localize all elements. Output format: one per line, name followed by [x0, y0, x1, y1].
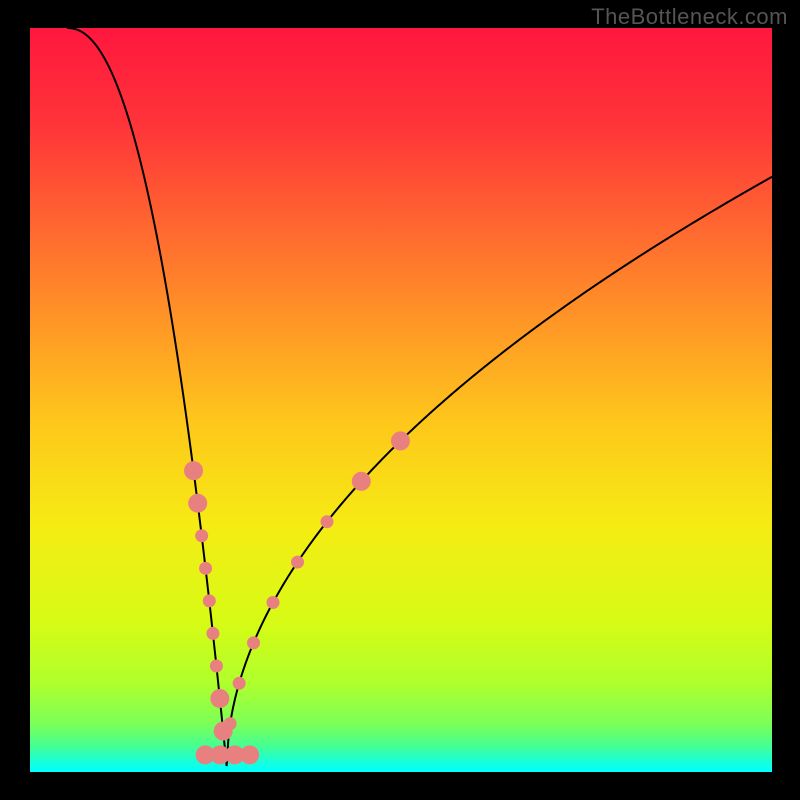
curve-marker [210, 689, 229, 708]
curve-marker [184, 461, 203, 480]
curve-marker [224, 717, 237, 730]
chart-root: TheBottleneck.com [0, 0, 800, 800]
curve-marker [199, 562, 212, 575]
curve-marker [291, 556, 304, 569]
curve-marker [352, 472, 371, 491]
curve-marker [233, 677, 246, 690]
gradient-background [30, 28, 772, 772]
curve-marker [188, 494, 207, 513]
curve-marker [210, 659, 223, 672]
curve-marker [203, 594, 216, 607]
bottleneck-chart [0, 0, 800, 800]
curve-marker [391, 431, 410, 450]
curve-marker [267, 596, 280, 609]
curve-marker [195, 529, 208, 542]
curve-marker [240, 745, 259, 764]
curve-marker [247, 636, 260, 649]
watermark-text: TheBottleneck.com [591, 4, 788, 30]
curve-marker [206, 627, 219, 640]
curve-marker [320, 515, 333, 528]
